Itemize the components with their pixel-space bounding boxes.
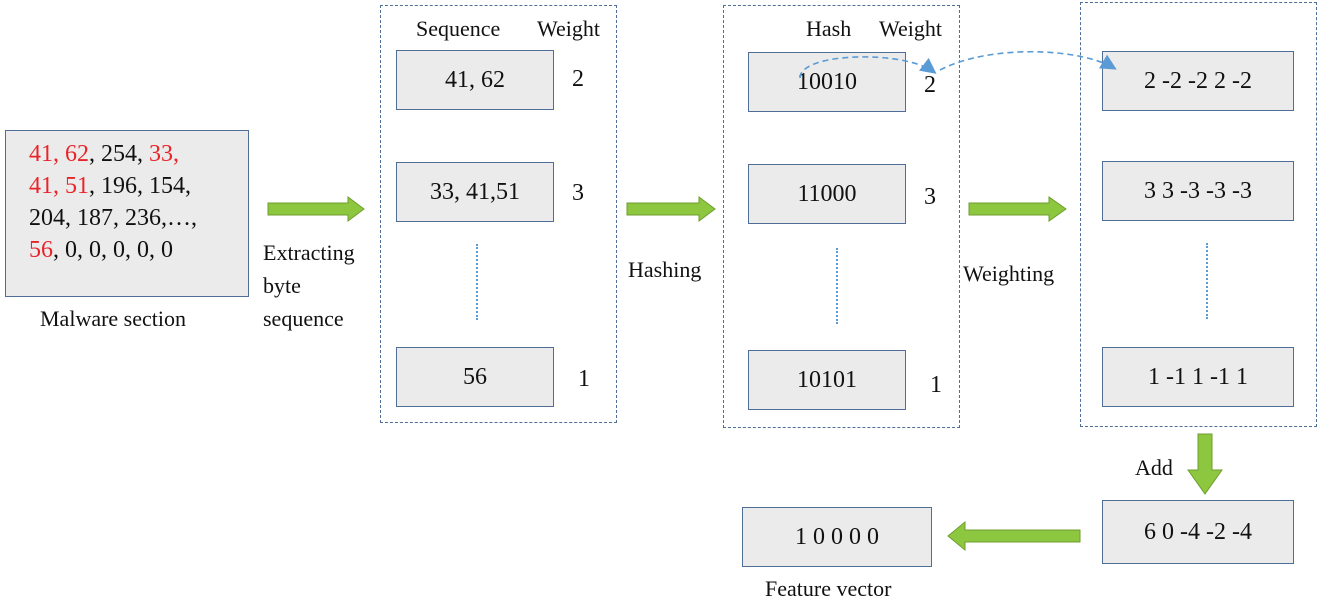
left-arrow-icon — [947, 520, 1081, 552]
malware-token: 41, 51 — [29, 173, 89, 199]
add-label: Add — [1135, 455, 1173, 480]
hash-box: 11000 — [748, 164, 906, 224]
malware-token: 56 — [29, 237, 53, 263]
malware-token: 41, 62 — [29, 141, 89, 167]
right-arrow-icon — [267, 196, 365, 222]
malware-token: 204, 187, 236,…, — [29, 205, 197, 231]
right-arrow-icon — [968, 196, 1067, 222]
hash-header: Hash — [806, 16, 852, 41]
hash-to-weighted-dashed-arrow — [799, 56, 937, 79]
malware-section-label: Malware section — [40, 306, 186, 331]
hash-weight: 2 — [924, 72, 936, 98]
malware-token: , 254, — [89, 141, 149, 167]
weighted-box: 1 -1 1 -1 1 — [1102, 347, 1294, 407]
weighted-box: 2 -2 -2 2 -2 — [1102, 51, 1294, 111]
sequence-weight: 2 — [572, 66, 584, 92]
sum-box: 6 0 -4 -2 -4 — [1102, 500, 1294, 564]
malware-line-3: 204, 187, 236,…, — [29, 202, 248, 234]
malware-line-2: 41, 51, 196, 154, — [29, 170, 248, 202]
malware-line-1: 41, 62, 254, 33, — [29, 138, 248, 170]
weighted-panel — [1080, 2, 1317, 427]
malware-token: , 196, 154, — [89, 173, 191, 199]
malware-line-4: 56, 0, 0, 0, 0, 0 — [29, 234, 248, 266]
right-arrow-icon — [626, 196, 716, 222]
sequence-box: 41, 62 — [396, 50, 554, 110]
sequence-box: 56 — [396, 347, 554, 407]
sequence-weight: 3 — [572, 180, 584, 206]
down-arrow-icon — [1187, 433, 1223, 495]
weight-to-weighted-dashed-arrow — [939, 50, 1117, 71]
weighted-box: 3 3 -3 -3 -3 — [1102, 161, 1294, 221]
hash-panel — [723, 5, 960, 428]
hash-box: 10010 — [748, 52, 906, 112]
extracting-label-line: byte — [263, 273, 301, 298]
hash-weight: 3 — [924, 184, 936, 210]
sequence-weight: 1 — [578, 366, 590, 392]
sequence-weight-header: Weight — [537, 16, 600, 41]
weighting-label: Weighting — [963, 261, 1055, 286]
hashing-label: Hashing — [628, 257, 702, 282]
feature-vector-box: 1 0 0 0 0 — [742, 507, 932, 567]
weighted-ellipsis-dots — [1206, 243, 1208, 319]
hash-box: 10101 — [748, 350, 906, 410]
sequence-box: 33, 41,51 — [396, 162, 554, 222]
hash-weight: 1 — [930, 372, 942, 398]
sequence-ellipsis-dots — [476, 244, 478, 320]
extracting-label-line: sequence — [263, 306, 344, 331]
extracting-label: Extracting byte sequence — [263, 236, 355, 335]
extracting-label-line: Extracting — [263, 240, 355, 265]
sequence-panel — [380, 5, 617, 423]
sequence-header: Sequence — [416, 16, 501, 41]
feature-vector-label: Feature vector — [765, 576, 892, 601]
hash-ellipsis-dots — [836, 248, 838, 324]
hash-weight-header: Weight — [879, 16, 942, 41]
malware-token: , 0, 0, 0, 0, 0 — [53, 237, 173, 263]
malware-section-box: 41, 62, 254, 33, 41, 51, 196, 154, 204, … — [5, 130, 249, 297]
malware-token: 33, — [149, 141, 179, 167]
